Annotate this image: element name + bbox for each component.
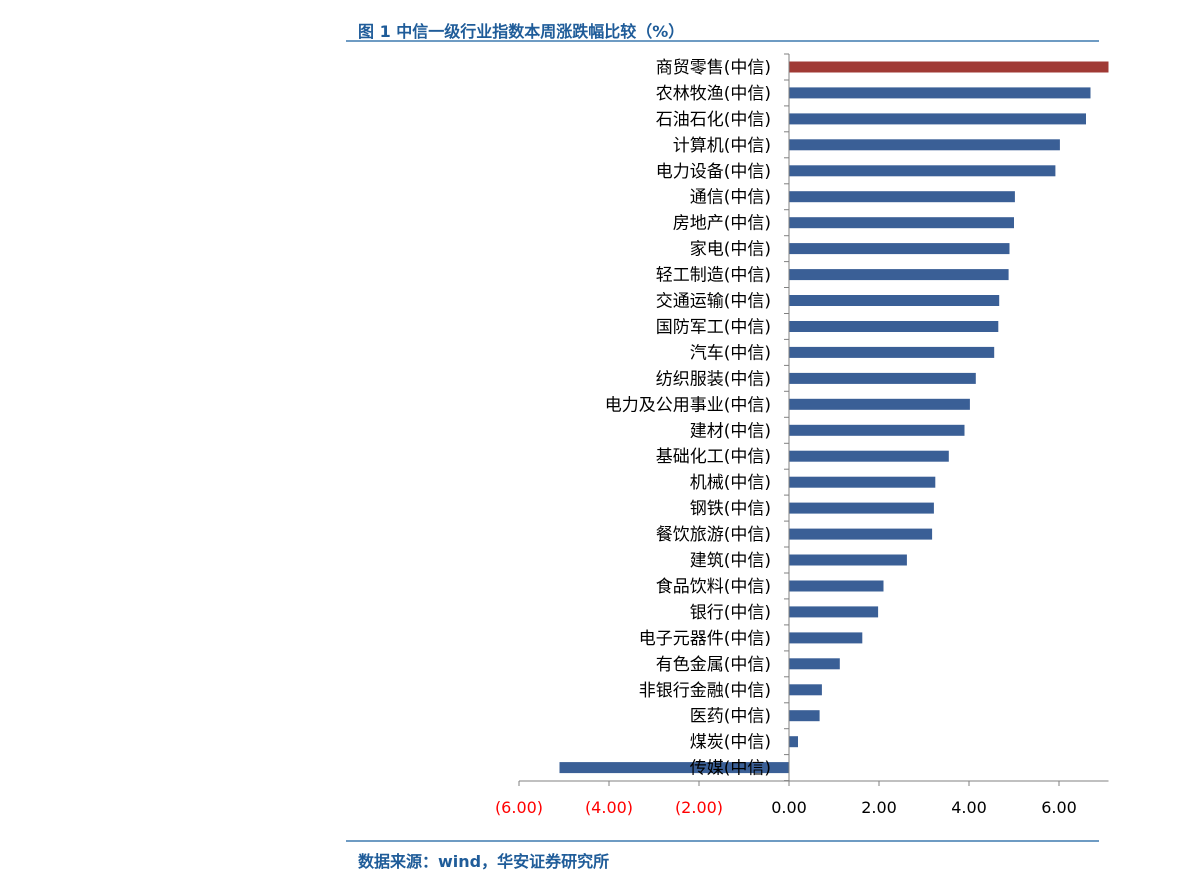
bar-19 — [789, 554, 907, 566]
bar-13 — [789, 398, 970, 410]
category-label: 纺织服装(中信) — [656, 369, 771, 389]
category-label: 电力及公用事业(中信) — [605, 395, 771, 415]
bar-2 — [789, 113, 1086, 125]
category-label: 建材(中信) — [690, 421, 771, 441]
category-label: 基础化工(中信) — [656, 447, 771, 467]
bar-22 — [789, 632, 863, 644]
bar-26 — [789, 736, 798, 748]
bar-3 — [789, 139, 1060, 151]
bar-11 — [789, 346, 995, 358]
category-label: 国防军工(中信) — [656, 318, 771, 338]
bar-15 — [789, 450, 949, 462]
bar-24 — [789, 684, 822, 696]
category-label: 家电(中信) — [690, 240, 771, 260]
category-label: 煤炭(中信) — [690, 733, 771, 753]
header-rule — [346, 40, 1099, 42]
category-label: 通信(中信) — [690, 188, 771, 208]
bar-25 — [789, 710, 820, 722]
x-tick-label: 6.00 — [1041, 798, 1077, 817]
bar-14 — [789, 424, 965, 436]
bar-0 — [789, 61, 1109, 73]
category-label: 电子元器件(中信) — [639, 629, 771, 649]
bar-group — [559, 61, 1109, 774]
bar-20 — [789, 580, 884, 592]
category-label: 商贸零售(中信) — [656, 58, 771, 78]
category-label: 传媒(中信) — [690, 759, 771, 779]
bar-4 — [789, 165, 1056, 177]
x-tick-label: 2.00 — [861, 798, 897, 817]
category-label: 汽车(中信) — [690, 343, 771, 363]
bar-6 — [789, 217, 1014, 229]
bar-8 — [789, 269, 1009, 281]
category-label: 机械(中信) — [690, 473, 771, 493]
x-tick-label: 0.00 — [771, 798, 807, 817]
figure-title: 图 1 中信一级行业指数本周涨跌幅比较（%） — [358, 22, 685, 41]
category-label: 有色金属(中信) — [656, 655, 771, 675]
footer-rule — [346, 840, 1099, 842]
bar-9 — [789, 295, 1000, 306]
bar-17 — [789, 502, 934, 514]
bar-27 — [559, 762, 789, 774]
category-label: 钢铁(中信) — [690, 499, 771, 519]
category-label: 房地产(中信) — [673, 214, 771, 234]
bar-5 — [789, 191, 1015, 203]
bar-7 — [789, 243, 1010, 255]
category-label: 电力设备(中信) — [656, 162, 771, 182]
category-label: 非银行金融(中信) — [639, 681, 771, 701]
x-tick-label: (6.00) — [495, 798, 543, 817]
x-tick-label: 4.00 — [951, 798, 987, 817]
bar-12 — [789, 372, 976, 384]
category-label: 石油石化(中信) — [656, 110, 771, 130]
axes-group — [518, 53, 1109, 786]
category-label: 交通运输(中信) — [656, 292, 771, 312]
category-label: 医药(中信) — [690, 707, 771, 727]
category-label: 餐饮旅游(中信) — [656, 525, 771, 545]
bar-1 — [789, 87, 1091, 99]
bar-21 — [789, 606, 879, 618]
x-tick-labels: (6.00) (4.00) (2.00) 0.00 2.00 4.00 6.00 — [495, 798, 1077, 817]
bar-16 — [789, 476, 936, 488]
category-label: 银行(中信) — [690, 603, 771, 623]
x-tick-label: (4.00) — [585, 798, 633, 817]
category-label: 农林牧渔(中信) — [656, 84, 771, 104]
bar-10 — [789, 321, 999, 332]
category-labels: 商贸零售(中信) 农林牧渔(中信) 石油石化(中信) 计算机(中信) 电力设备(中信) 通… — [605, 58, 771, 779]
category-label: 计算机(中信) — [673, 136, 771, 156]
category-label: 食品饮料(中信) — [656, 577, 771, 597]
category-label: 轻工制造(中信) — [656, 266, 771, 286]
x-tick-label: (2.00) — [675, 798, 723, 817]
bar-23 — [789, 658, 840, 670]
category-label: 建筑(中信) — [690, 551, 771, 571]
source-note: 数据来源：wind，华安证券研究所 — [358, 852, 610, 871]
bar-18 — [789, 528, 933, 540]
